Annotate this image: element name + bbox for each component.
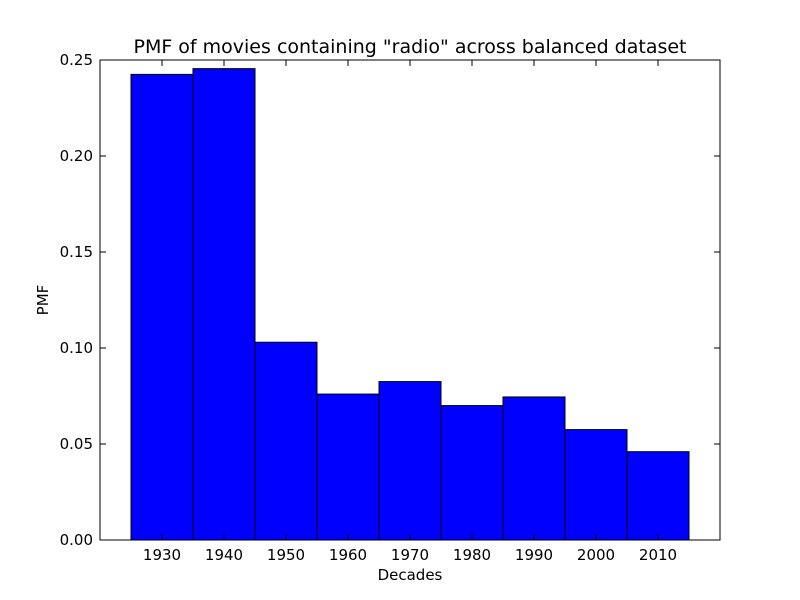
bars-group: [130, 68, 690, 541]
y-tick-label-1: 0.05: [60, 435, 93, 453]
x-tick-label-1970: 1970: [391, 546, 429, 564]
x-tick-label-1980: 1980: [453, 546, 491, 564]
bar-1960: [316, 393, 380, 541]
y-tick-label-3: 0.15: [60, 243, 93, 261]
x-tick-label-2010: 2010: [639, 546, 677, 564]
bar-1980: [440, 405, 504, 541]
bar-1990: [502, 396, 566, 541]
bar-2000: [564, 429, 628, 541]
bar-2010: [626, 451, 690, 541]
bar-1970: [378, 381, 442, 541]
y-tick-label-4: 0.20: [60, 147, 93, 165]
bar-1930: [130, 73, 194, 541]
y-axis-label: PMF: [34, 285, 52, 316]
y-tick-label-5: 0.25: [60, 51, 93, 69]
x-axis-label: Decades: [378, 566, 443, 584]
y-tick-label-0: 0.00: [60, 531, 93, 549]
x-tick-label-1990: 1990: [515, 546, 553, 564]
x-tick-label-1960: 1960: [329, 546, 367, 564]
y-tick-label-2: 0.10: [60, 339, 93, 357]
x-tick-label-1930: 1930: [143, 546, 181, 564]
bar-1950: [254, 341, 318, 541]
x-tick-label-1940: 1940: [205, 546, 243, 564]
x-tick-label-2000: 2000: [577, 546, 615, 564]
x-tick-label-1950: 1950: [267, 546, 305, 564]
chart-title: PMF of movies containing "radio" across …: [133, 36, 686, 58]
ticks-group: 1930 1940 1950 1960 1970 1980 1990 2000 2010 0.00…: [60, 51, 720, 564]
bar-1940: [192, 68, 256, 541]
